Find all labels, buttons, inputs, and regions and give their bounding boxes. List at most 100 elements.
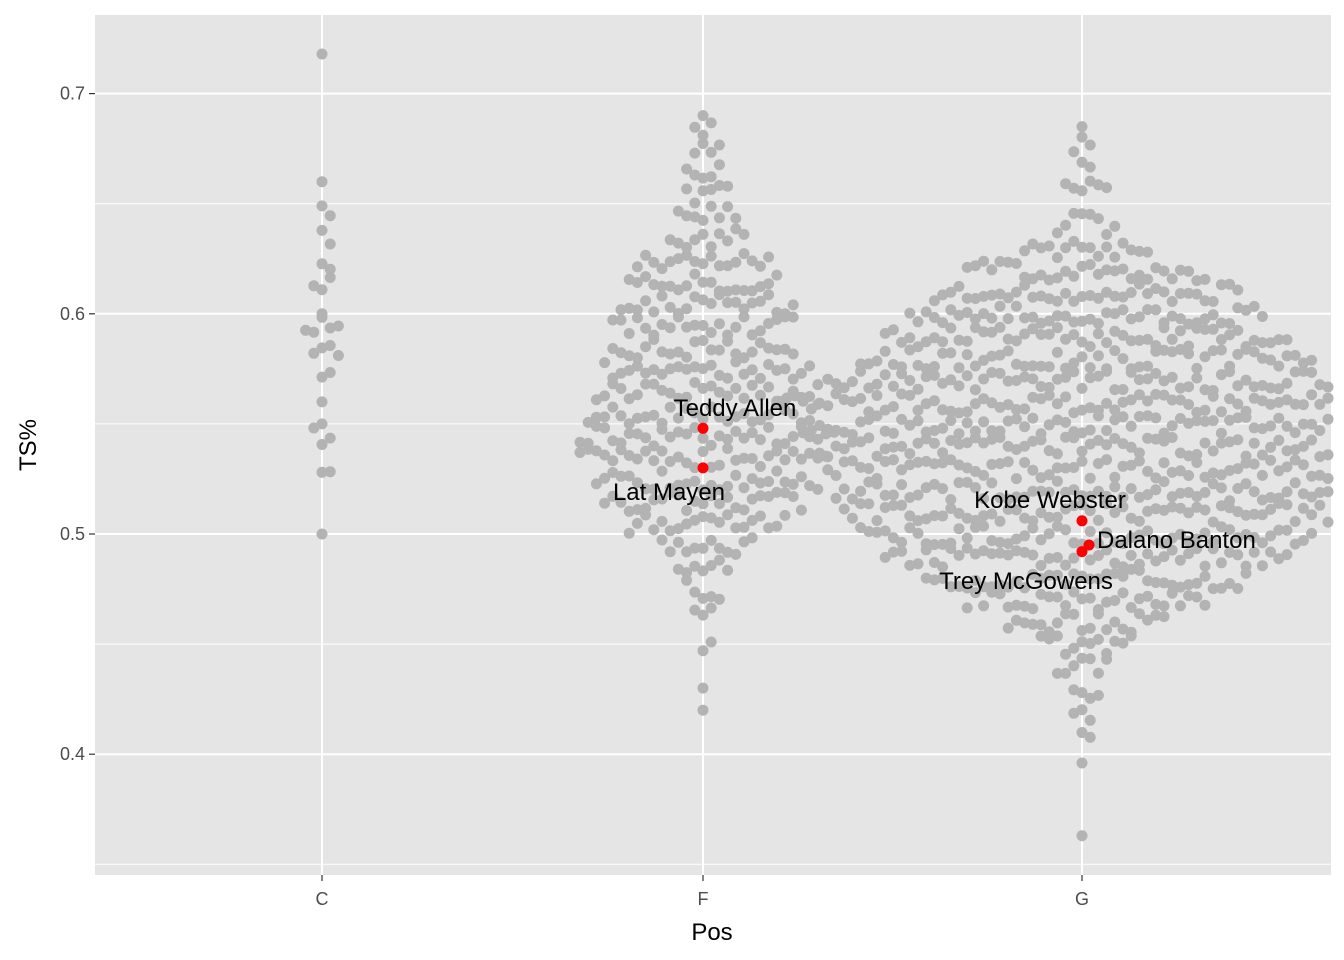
data-point: [1027, 291, 1039, 303]
data-point: [812, 379, 824, 391]
data-point: [763, 318, 775, 329]
data-point: [1183, 399, 1195, 410]
data-point: [1289, 454, 1301, 466]
data-point: [689, 560, 701, 572]
data-point: [871, 390, 883, 401]
data-point: [937, 561, 949, 573]
data-point: [607, 372, 619, 384]
data-point: [994, 288, 1006, 300]
data-point: [705, 479, 717, 491]
data-point: [978, 437, 990, 449]
data-point: [705, 171, 717, 183]
data-point: [863, 382, 875, 394]
data-point: [1084, 653, 1096, 665]
data-point: [697, 185, 709, 197]
data-point: [324, 432, 336, 444]
data-point: [1051, 552, 1063, 563]
data-point: [846, 376, 858, 388]
data-point: [1101, 307, 1113, 319]
data-point: [308, 280, 320, 292]
data-point: [1117, 438, 1129, 450]
data-point: [779, 404, 791, 416]
data-point: [1101, 568, 1113, 580]
data-point: [830, 378, 842, 390]
data-point: [1256, 395, 1268, 407]
data-point: [1010, 413, 1022, 425]
data-point: [1306, 389, 1318, 401]
data-point: [599, 422, 611, 434]
data-point: [1174, 554, 1186, 566]
data-point: [904, 459, 916, 471]
data-point: [1215, 437, 1227, 449]
data-point: [937, 404, 949, 416]
data-point: [648, 256, 660, 268]
data-point: [689, 234, 701, 246]
data-point: [1060, 462, 1072, 474]
data-point: [1035, 630, 1047, 642]
data-point: [713, 260, 725, 272]
data-point: [978, 520, 990, 532]
data-point: [1035, 317, 1047, 329]
data-point: [1133, 389, 1145, 401]
data-point: [887, 441, 899, 453]
data-point: [664, 256, 676, 268]
data-point: [1109, 481, 1121, 493]
data-point: [855, 461, 867, 473]
data-point: [1125, 420, 1137, 432]
data-point: [623, 274, 635, 285]
data-point: [804, 480, 816, 492]
data-point: [697, 138, 709, 149]
data-point: [797, 427, 809, 439]
data-point: [640, 483, 652, 495]
data-point: [1322, 381, 1334, 393]
data-point: [838, 394, 850, 406]
data-point: [1314, 499, 1326, 511]
data-point: [713, 542, 725, 554]
data-point: [1060, 648, 1072, 660]
data-point: [994, 367, 1006, 379]
data-point: [1166, 466, 1178, 478]
highlight-point: [697, 462, 709, 474]
data-point: [1076, 455, 1088, 467]
data-point: [1199, 599, 1211, 611]
data-point: [1256, 560, 1268, 572]
data-point: [1035, 329, 1047, 340]
x-axis-title: Pos: [691, 919, 732, 946]
data-point: [1232, 483, 1244, 494]
data-point: [787, 408, 799, 420]
data-point: [705, 298, 717, 309]
data-point: [937, 317, 949, 329]
data-point: [1019, 312, 1031, 324]
data-point: [1051, 591, 1063, 603]
data-point: [879, 525, 891, 537]
data-point: [713, 139, 725, 151]
data-point: [812, 433, 824, 445]
data-point: [1002, 375, 1014, 387]
data-point: [920, 572, 932, 584]
data-point: [1232, 324, 1244, 336]
data-point: [1174, 382, 1186, 394]
data-point: [713, 411, 725, 423]
data-point: [697, 129, 709, 141]
data-point: [640, 341, 652, 353]
data-point: [1248, 346, 1260, 358]
data-point: [1043, 419, 1055, 431]
data-point: [1010, 545, 1022, 557]
data-point: [1060, 219, 1072, 231]
data-point: [1068, 146, 1080, 158]
data-point: [1158, 435, 1170, 447]
data-point: [316, 418, 328, 430]
data-point: [1281, 486, 1293, 498]
data-point: [631, 412, 643, 424]
data-point: [705, 146, 717, 158]
data-point: [754, 372, 766, 384]
data-point: [1076, 727, 1088, 738]
data-point: [681, 391, 693, 403]
data-point: [1051, 520, 1063, 532]
data-point: [969, 313, 981, 325]
data-point: [648, 440, 660, 452]
data-point: [1060, 362, 1072, 374]
data-point: [631, 504, 643, 516]
data-point: [1281, 549, 1293, 561]
data-point: [722, 415, 734, 427]
